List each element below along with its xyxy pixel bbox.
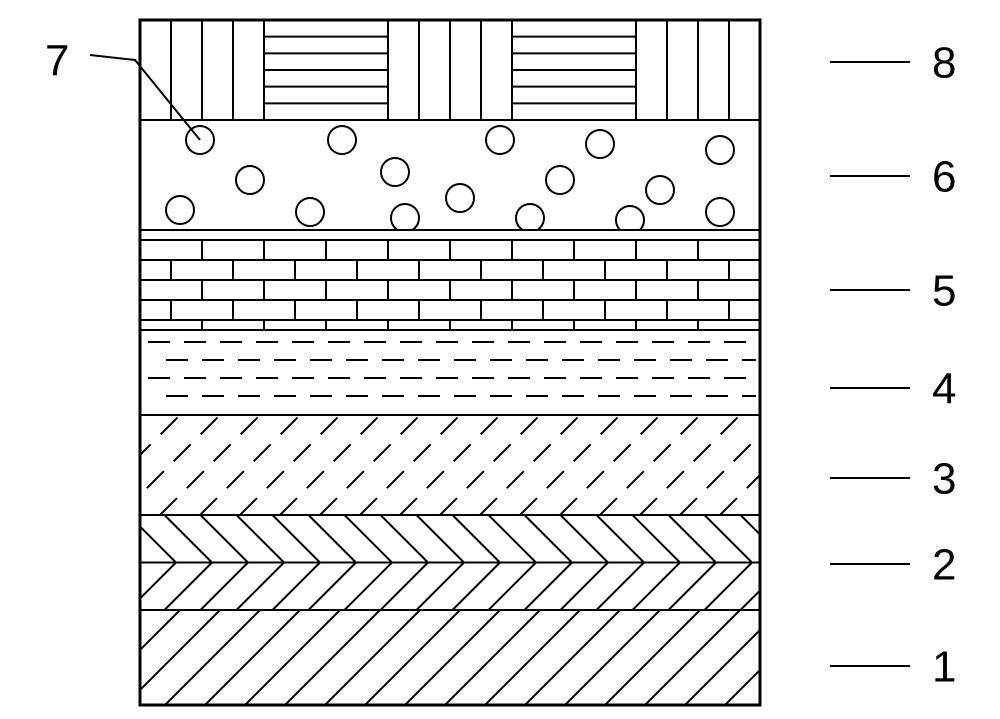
layered-diagram: 8 6 5 4 3 2 1 7 bbox=[0, 0, 1000, 719]
layer-label-8: 8 bbox=[932, 38, 956, 87]
layer-label-1: 1 bbox=[932, 642, 956, 691]
layer-label-6: 6 bbox=[932, 152, 956, 201]
callout-label-7: 7 bbox=[45, 36, 69, 85]
layer-6 bbox=[140, 120, 760, 234]
layer-label-3: 3 bbox=[932, 454, 956, 503]
layer-8 bbox=[140, 20, 760, 120]
layer-3 bbox=[40, 415, 820, 515]
layer-1 bbox=[45, 610, 820, 705]
layer-2 bbox=[93, 515, 789, 610]
layer-label-2: 2 bbox=[932, 540, 956, 589]
layer-label-5: 5 bbox=[932, 266, 956, 315]
layer-label-4: 4 bbox=[932, 364, 956, 413]
layer-4 bbox=[140, 330, 760, 415]
layer-5 bbox=[140, 230, 760, 330]
